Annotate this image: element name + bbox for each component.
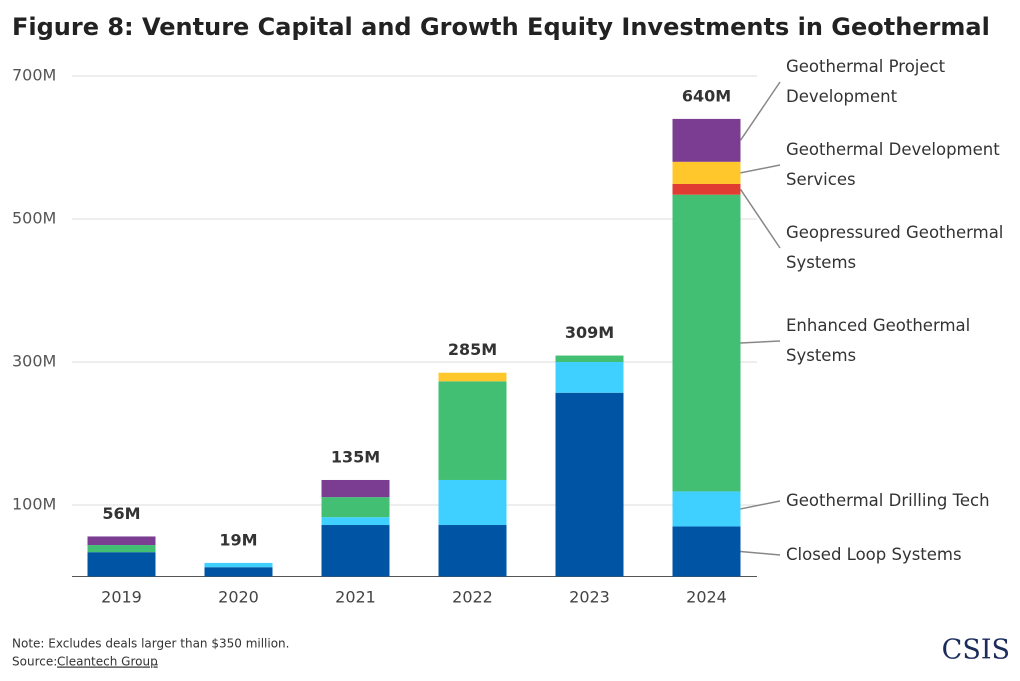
legend-label: Closed Loop Systems — [786, 545, 962, 564]
bar-segment — [672, 491, 741, 527]
chart-title: Figure 8: Venture Capital and Growth Equ… — [12, 13, 990, 41]
bar-segment — [204, 567, 273, 577]
legend-connector — [740, 164, 781, 174]
source-end: . — [155, 655, 159, 669]
legend-connector — [740, 500, 781, 510]
legend-connector — [740, 340, 781, 344]
bar-segment — [438, 372, 507, 382]
source: Cleantech Group — [57, 655, 158, 669]
y-tick-label: 300M — [12, 352, 56, 371]
bar-segment — [204, 562, 273, 568]
bar-segment — [555, 362, 624, 393]
bar-segment — [321, 479, 390, 498]
total-label: 285M — [448, 340, 497, 359]
legend-label: Geothermal Drilling Tech — [786, 491, 990, 510]
bar-segment — [87, 545, 156, 553]
bar-segment — [321, 517, 390, 526]
x-tick-label: 2024 — [686, 588, 727, 607]
bar-segment — [321, 525, 390, 577]
legend-connector — [739, 188, 781, 249]
total-label: 19M — [219, 530, 257, 549]
y-tick-label: 700M — [12, 66, 56, 85]
bar-segment — [438, 525, 507, 577]
source-label: Source: — [12, 655, 57, 669]
total-label: 640M — [682, 86, 731, 105]
bar-segment — [672, 194, 741, 492]
total-label: 56M — [102, 504, 140, 523]
legend-label: Geopressured Geothermal Systems — [786, 223, 1004, 272]
y-tick-label: 500M — [12, 209, 56, 228]
bar-segment — [555, 355, 624, 362]
bar-segment — [672, 526, 741, 577]
x-tick-label: 2022 — [452, 588, 493, 607]
bar-segment — [672, 118, 741, 162]
legend-label: Geothermal Project Development — [786, 57, 946, 106]
bar-segment — [672, 183, 741, 195]
legend-label: Geothermal Development Services — [786, 140, 1000, 189]
logo: CSIS — [942, 635, 1010, 666]
legend-connector — [739, 81, 781, 141]
bar-segment — [321, 497, 390, 518]
bar-segment — [555, 392, 624, 577]
bar-segment — [672, 161, 741, 184]
x-tick-label: 2023 — [569, 588, 610, 607]
bar-segment — [438, 381, 507, 480]
bar-segment — [87, 536, 156, 546]
legend-connector — [740, 550, 781, 556]
x-tick-label: 2021 — [335, 588, 376, 607]
x-tick-label: 2019 — [101, 588, 142, 607]
bar-segment — [87, 552, 156, 577]
bar-segment — [438, 479, 507, 526]
total-label: 309M — [565, 323, 614, 342]
x-tick-label: 2020 — [218, 588, 259, 607]
note: Note: Excludes deals larger than $350 mi… — [12, 637, 289, 651]
legend-label: Enhanced Geothermal Systems — [786, 316, 971, 365]
total-label: 135M — [331, 447, 380, 466]
y-tick-label: 100M — [12, 495, 56, 514]
